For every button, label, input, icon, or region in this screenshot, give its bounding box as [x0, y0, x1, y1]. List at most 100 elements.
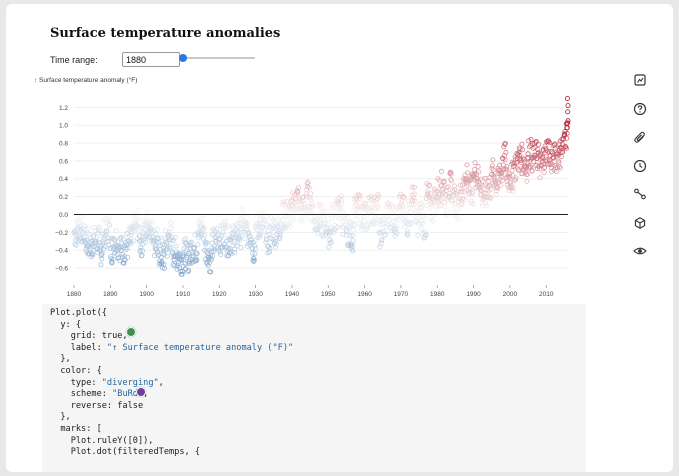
data-point [158, 235, 164, 241]
code-line[interactable]: }, [50, 354, 71, 365]
data-point [337, 206, 343, 212]
data-point [525, 156, 531, 161]
code-line[interactable]: scheme: "BuRd", [50, 389, 149, 400]
data-point [524, 171, 530, 177]
data-point [449, 178, 454, 184]
data-point [410, 198, 416, 204]
data-point [516, 150, 522, 155]
data-point [392, 208, 398, 214]
history-icon[interactable] [632, 158, 648, 174]
code-line[interactable]: Plot.dot(filteredTemps, { [50, 447, 201, 458]
code-line[interactable]: reverse: false [50, 400, 144, 411]
data-point [151, 238, 157, 244]
data-point [433, 208, 439, 214]
data-point [557, 165, 563, 171]
eye-icon[interactable] [632, 243, 648, 259]
data-point [221, 233, 227, 238]
data-point [254, 210, 260, 216]
chart-icon[interactable] [632, 72, 648, 88]
data-point [376, 193, 382, 199]
data-point [310, 203, 315, 209]
data-point [273, 238, 279, 244]
data-point [181, 246, 187, 252]
code-editor[interactable]: Plot.plot({ y: { grid: true, label: "↑ S… [42, 304, 586, 472]
data-point [262, 218, 268, 224]
connections-icon[interactable] [632, 186, 648, 202]
data-point [288, 218, 294, 224]
data-point [337, 196, 342, 202]
data-point [169, 238, 175, 244]
code-line[interactable]: type: "diverging", [50, 377, 164, 388]
notebook-page: Surface temperature anomalies Time range… [6, 4, 673, 472]
data-point [470, 189, 476, 195]
data-point [200, 225, 206, 231]
data-point [432, 203, 438, 209]
data-point [143, 239, 149, 245]
data-point [503, 149, 509, 155]
data-point [564, 130, 570, 136]
data-point [192, 232, 198, 238]
data-point [368, 194, 374, 200]
data-point [379, 237, 385, 243]
data-point [462, 197, 468, 203]
data-point [497, 162, 503, 168]
data-point [250, 240, 256, 246]
attachment-icon[interactable] [632, 129, 648, 145]
code-lines[interactable]: Plot.plot({ y: { grid: true, label: "↑ S… [50, 308, 293, 459]
data-point [422, 235, 428, 240]
data-point [162, 266, 167, 271]
data-point [116, 255, 122, 261]
code-line[interactable]: Plot.plot({ [50, 308, 107, 318]
data-point [464, 162, 470, 168]
code-line[interactable]: y: { [50, 319, 82, 330]
data-point [499, 178, 505, 183]
data-point [493, 184, 499, 190]
data-point [308, 191, 314, 197]
time-range-input[interactable] [122, 52, 180, 67]
data-point [274, 235, 279, 241]
data-point [460, 195, 466, 201]
data-point [549, 149, 555, 155]
x-tick-label: 1970 [394, 291, 409, 298]
data-point [398, 208, 404, 214]
data-point [232, 246, 238, 252]
data-point [120, 236, 126, 242]
code-line[interactable]: }, [50, 412, 71, 423]
data-point [128, 241, 134, 247]
data-point [336, 215, 342, 221]
data-point [271, 217, 276, 223]
time-range-slider[interactable] [179, 54, 255, 63]
code-line[interactable]: Plot.ruleY([0]), [50, 435, 154, 446]
data-point [564, 146, 569, 151]
data-point [155, 249, 161, 255]
data-point [437, 198, 443, 204]
data-point [113, 228, 119, 234]
help-icon[interactable] [632, 101, 648, 117]
data-point [302, 214, 308, 220]
data-point [83, 237, 89, 243]
data-point [90, 252, 96, 258]
data-point [356, 196, 362, 201]
data-point [128, 232, 134, 238]
code-line[interactable]: grid: true, [50, 331, 128, 342]
cube-icon[interactable] [632, 215, 648, 231]
data-point [251, 258, 257, 264]
data-point [142, 217, 147, 223]
code-line[interactable]: color: { [50, 365, 102, 376]
data-point [200, 213, 206, 219]
data-point [85, 225, 91, 231]
data-point [307, 211, 313, 217]
data-point [427, 182, 433, 188]
data-point [374, 196, 380, 202]
slider-thumb[interactable] [179, 54, 187, 62]
data-point [400, 203, 406, 209]
data-point [450, 207, 456, 212]
data-point [208, 246, 214, 252]
data-point [152, 243, 158, 249]
data-point [96, 225, 102, 231]
data-point [136, 207, 141, 213]
code-line[interactable]: marks: [ [50, 423, 102, 434]
code-line[interactable]: label: "↑ Surface temperature anomaly (°… [50, 342, 294, 353]
data-point [438, 202, 444, 208]
data-point [488, 196, 494, 201]
